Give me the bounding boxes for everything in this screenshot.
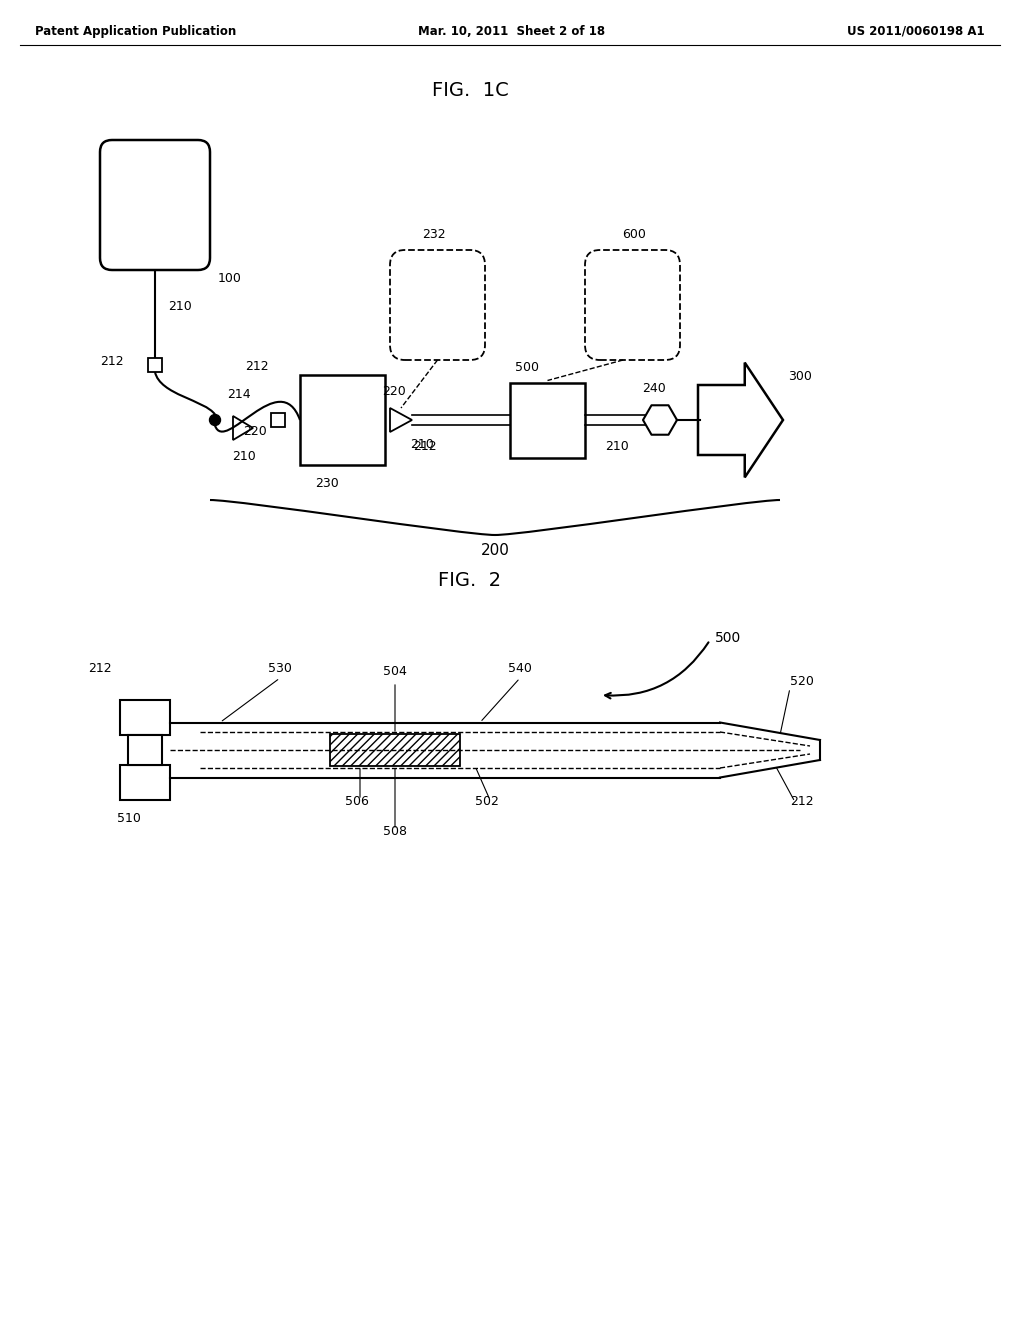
Text: 210: 210	[410, 438, 434, 451]
Text: 214: 214	[227, 388, 251, 401]
Text: 212: 212	[88, 663, 112, 675]
Bar	[271, 413, 285, 426]
Text: 210: 210	[232, 450, 256, 463]
Text: Patent Application Publication: Patent Application Publication	[35, 25, 237, 38]
Text: 212: 212	[413, 440, 436, 453]
Text: 540: 540	[508, 663, 531, 675]
Text: US 2011/0060198 A1: US 2011/0060198 A1	[848, 25, 985, 38]
Text: 502: 502	[475, 795, 499, 808]
Text: 230: 230	[315, 477, 339, 490]
Text: 100: 100	[218, 272, 242, 285]
Bar	[510, 383, 585, 458]
Text: 506: 506	[345, 795, 369, 808]
Text: 220: 220	[243, 425, 266, 438]
FancyBboxPatch shape	[100, 140, 210, 271]
Text: 600: 600	[623, 228, 646, 242]
Text: 500: 500	[515, 360, 539, 374]
Text: 510: 510	[117, 812, 141, 825]
Bar	[330, 734, 460, 766]
Text: Mar. 10, 2011  Sheet 2 of 18: Mar. 10, 2011 Sheet 2 of 18	[419, 25, 605, 38]
Bar	[148, 358, 162, 372]
Bar	[120, 700, 170, 735]
Text: 210: 210	[168, 300, 191, 313]
Text: 300: 300	[788, 370, 812, 383]
Bar	[120, 766, 170, 800]
Text: 212: 212	[245, 360, 268, 374]
Text: FIG.  2: FIG. 2	[438, 570, 502, 590]
Text: 504: 504	[383, 665, 407, 678]
Text: 500: 500	[715, 631, 741, 645]
Text: 200: 200	[480, 543, 509, 558]
Text: 212: 212	[100, 355, 124, 368]
Text: 210: 210	[605, 440, 629, 453]
Text: 240: 240	[642, 381, 666, 395]
Bar	[128, 735, 162, 766]
Bar	[300, 375, 385, 465]
Text: FIG.  1C: FIG. 1C	[432, 81, 508, 99]
Text: 220: 220	[382, 385, 406, 399]
Circle shape	[210, 414, 220, 425]
Text: 508: 508	[383, 825, 407, 838]
Text: 520: 520	[790, 675, 814, 688]
Text: 232: 232	[423, 228, 446, 242]
Text: 530: 530	[268, 663, 292, 675]
Text: 212: 212	[790, 795, 814, 808]
